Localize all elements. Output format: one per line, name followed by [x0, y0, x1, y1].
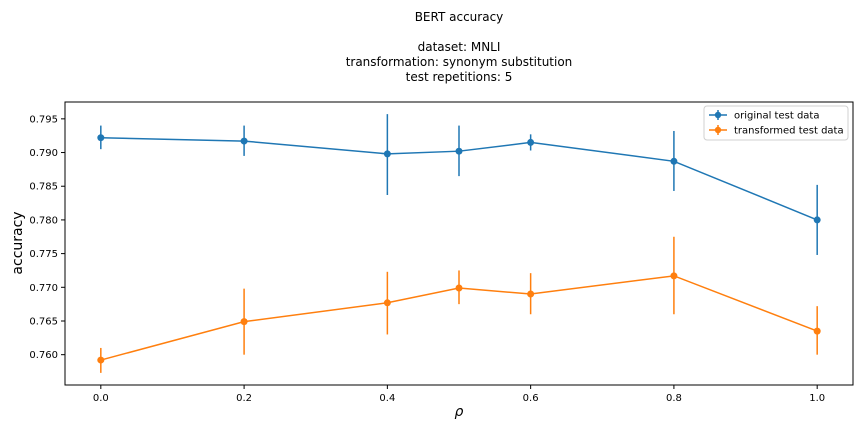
data-point — [240, 137, 248, 145]
legend-label: original test data — [734, 111, 819, 122]
title-line-3: dataset: MNLI — [418, 40, 501, 54]
data-point — [240, 318, 248, 326]
y-tick-label: 0.775 — [29, 249, 58, 260]
title-line-4: transformation: synonym substitution — [346, 55, 573, 69]
chart-title: BERT accuracy dataset: MNLI transformati… — [346, 10, 573, 84]
data-point — [455, 147, 463, 155]
x-axis-label: ρ — [455, 404, 464, 420]
data-point — [455, 284, 463, 292]
data-point — [813, 327, 821, 335]
data-point — [670, 157, 678, 165]
data-point — [527, 290, 535, 298]
legend: original test data transformed test data — [703, 105, 849, 141]
legend-marker — [714, 111, 722, 119]
y-tick-label: 0.780 — [29, 215, 58, 226]
x-tick-label: 1.0 — [809, 393, 825, 404]
y-tick-label: 0.760 — [29, 350, 58, 361]
data-point — [670, 272, 678, 280]
y-tick-label: 0.790 — [29, 148, 58, 159]
data-point — [383, 299, 391, 307]
series-transformed-test-data — [97, 236, 821, 373]
legend-box — [703, 105, 849, 141]
data-point — [813, 216, 821, 224]
legend-label: transformed test data — [734, 126, 844, 137]
data-point — [527, 138, 535, 146]
y-axis: 0.760 0.765 0.770 0.775 0.780 0.785 0.790 0.795 — [29, 114, 65, 361]
title-line-5: test repetitions: 5 — [406, 70, 513, 84]
series-layer — [97, 114, 821, 373]
data-point — [383, 150, 391, 158]
data-point — [97, 356, 105, 364]
y-axis-label: accuracy — [10, 211, 26, 274]
x-tick-label: 0.6 — [523, 393, 539, 404]
y-tick-label: 0.765 — [29, 316, 58, 327]
legend-marker — [714, 126, 722, 134]
data-point — [97, 134, 105, 142]
plot-area-frame — [64, 101, 854, 386]
y-tick-label: 0.785 — [29, 182, 58, 193]
y-tick-label: 0.795 — [29, 114, 58, 125]
x-axis: 0.0 0.2 0.4 0.6 0.8 1.0 — [93, 385, 825, 404]
y-tick-label: 0.770 — [29, 283, 58, 294]
x-tick-label: 0.4 — [379, 393, 395, 404]
x-tick-label: 0.2 — [236, 393, 252, 404]
x-tick-label: 0.8 — [666, 393, 682, 404]
title-line-1: BERT accuracy — [415, 10, 504, 24]
series-original-test-data — [97, 114, 821, 255]
x-tick-label: 0.0 — [93, 393, 109, 404]
